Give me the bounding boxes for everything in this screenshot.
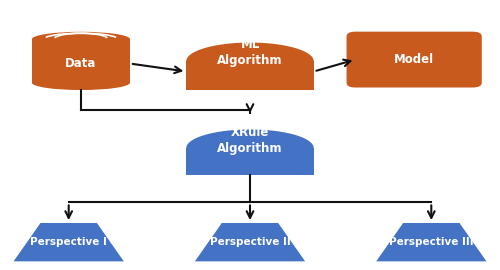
- Polygon shape: [186, 129, 314, 148]
- Text: ML
Algorithm: ML Algorithm: [217, 38, 283, 68]
- Polygon shape: [14, 223, 124, 261]
- Ellipse shape: [32, 75, 130, 90]
- FancyBboxPatch shape: [346, 32, 482, 87]
- Polygon shape: [32, 39, 130, 83]
- Polygon shape: [186, 148, 314, 175]
- Text: Perspective II: Perspective II: [210, 237, 290, 247]
- Text: Perspective I: Perspective I: [30, 237, 107, 247]
- Polygon shape: [376, 223, 486, 261]
- Text: Data: Data: [66, 57, 96, 70]
- Polygon shape: [186, 43, 314, 61]
- Text: Model: Model: [394, 53, 434, 66]
- Text: Perspective III: Perspective III: [389, 237, 473, 247]
- Ellipse shape: [32, 32, 130, 46]
- Polygon shape: [195, 223, 305, 261]
- Text: XRule
Algorithm: XRule Algorithm: [217, 126, 283, 155]
- Polygon shape: [186, 61, 314, 90]
